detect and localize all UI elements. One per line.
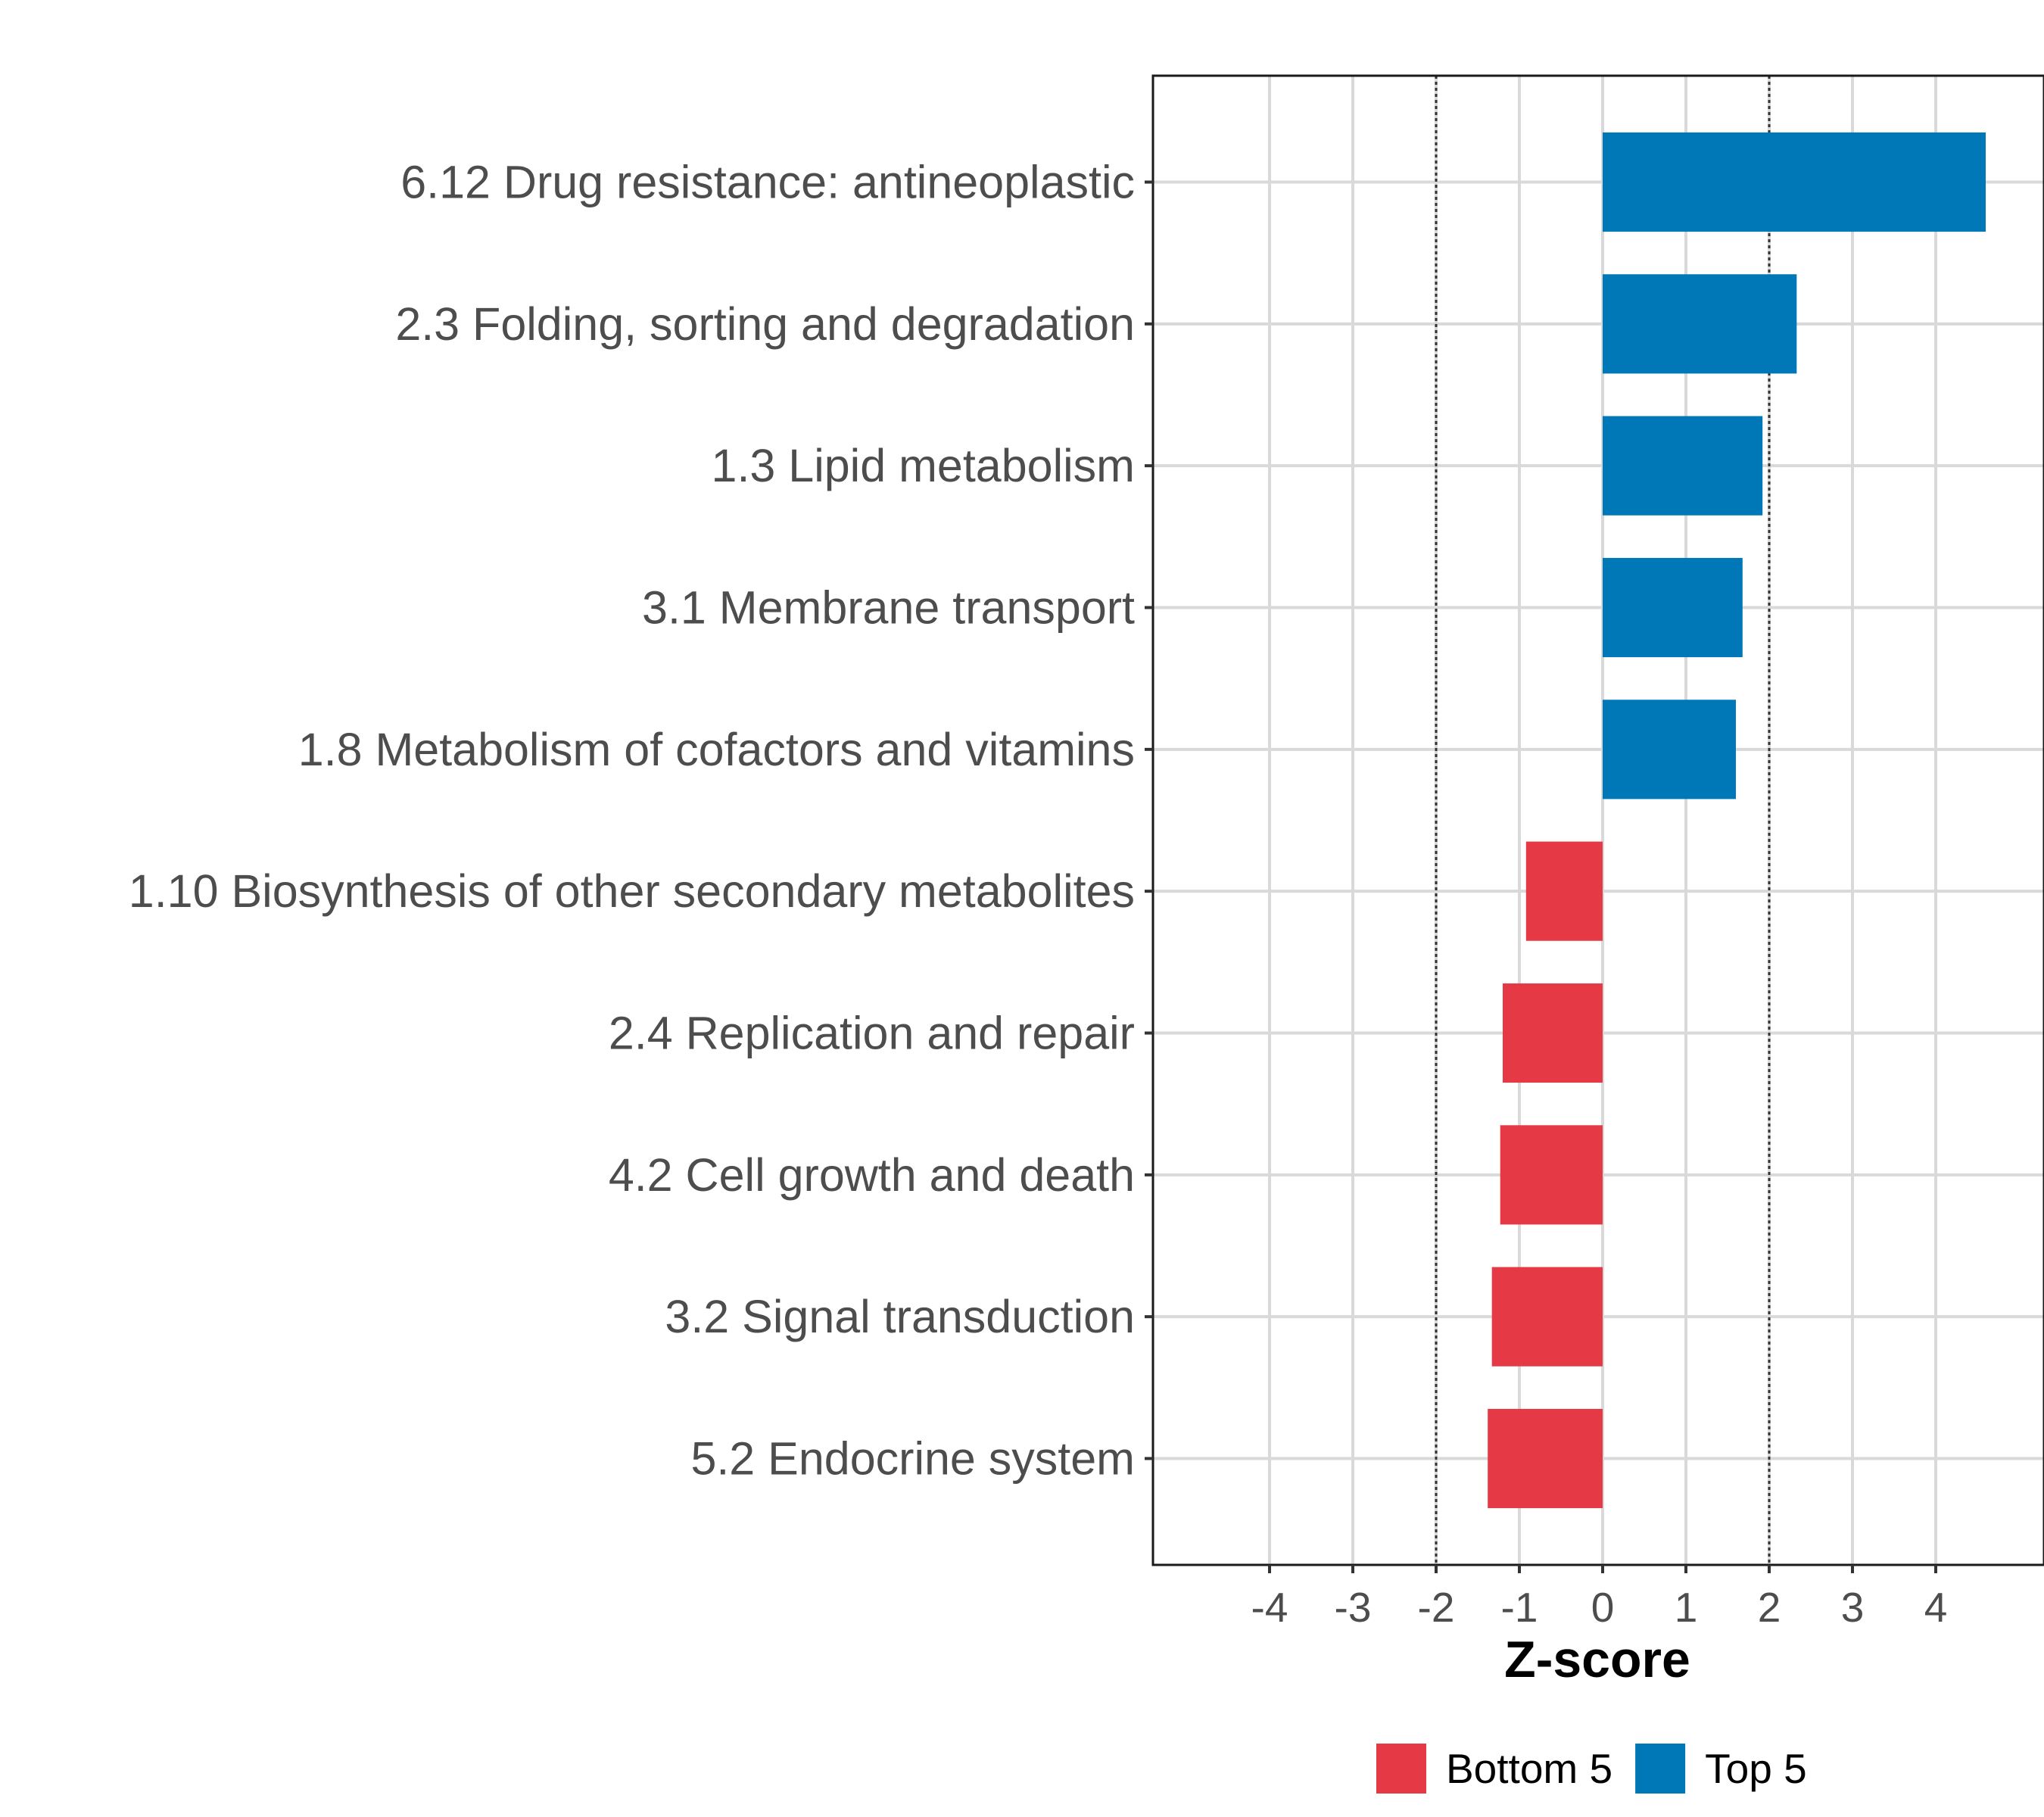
legend-label: Bottom 5 — [1446, 1745, 1612, 1792]
legend-swatch — [1376, 1744, 1426, 1794]
legend-item: Bottom 5 — [1376, 1744, 1612, 1794]
x-axis-title: Z-score — [1504, 1631, 1690, 1688]
x-tick-label: 0 — [1591, 1584, 1615, 1631]
y-axis: 6.12 Drug resistance: antineoplastic 2.3 … — [129, 157, 1153, 1485]
plot-panel-border — [1151, 74, 2044, 1566]
y-tick-label: 6.12 Drug resistance: antineoplastic — [400, 157, 1135, 208]
x-tick-label: 2 — [1758, 1584, 1781, 1631]
y-tick-label: 2.4 Replication and repair — [609, 1008, 1135, 1059]
y-tick-label: 4.2 Cell growth and death — [609, 1149, 1135, 1201]
bar — [1603, 416, 1763, 516]
legend-swatch — [1635, 1744, 1686, 1794]
bar — [1603, 700, 1736, 799]
x-tick-label: -3 — [1335, 1584, 1372, 1631]
y-tick-label: 1.8 Metabolism of cofactors and vitamins — [298, 724, 1135, 775]
x-tick-label: -1 — [1501, 1584, 1538, 1631]
y-tick-label: 3.1 Membrane transport — [642, 582, 1135, 634]
bar — [1500, 1125, 1603, 1225]
legend: Bottom 5 Top 5 — [1376, 1744, 1807, 1794]
y-tick-label: 5.2 Endocrine system — [690, 1433, 1135, 1485]
x-tick-label: -2 — [1418, 1584, 1455, 1631]
y-tick-label: 1.10 Biosynthesis of other secondary met… — [129, 865, 1135, 917]
bar — [1503, 983, 1603, 1083]
x-tick-label: 3 — [1841, 1584, 1865, 1631]
legend-label: Top 5 — [1705, 1745, 1807, 1792]
bar — [1525, 841, 1603, 941]
y-tick-label: 1.3 Lipid metabolism — [712, 440, 1135, 491]
legend-item: Top 5 — [1635, 1744, 1807, 1794]
bar — [1603, 132, 1986, 232]
bars — [1488, 132, 1986, 1509]
x-axis: -4 -3 -2 -1 0 1 2 3 4 — [1251, 1565, 1948, 1631]
bar — [1488, 1408, 1603, 1509]
bar — [1603, 274, 1797, 374]
bar — [1603, 557, 1743, 658]
y-tick-label: 3.2 Signal transduction — [665, 1291, 1135, 1342]
x-tick-label: -4 — [1251, 1584, 1288, 1631]
x-tick-label: 1 — [1675, 1584, 1698, 1631]
y-tick-label: 2.3 Folding, sorting and degradation — [395, 298, 1135, 350]
x-tick-label: 4 — [1924, 1584, 1948, 1631]
bar — [1491, 1267, 1603, 1367]
